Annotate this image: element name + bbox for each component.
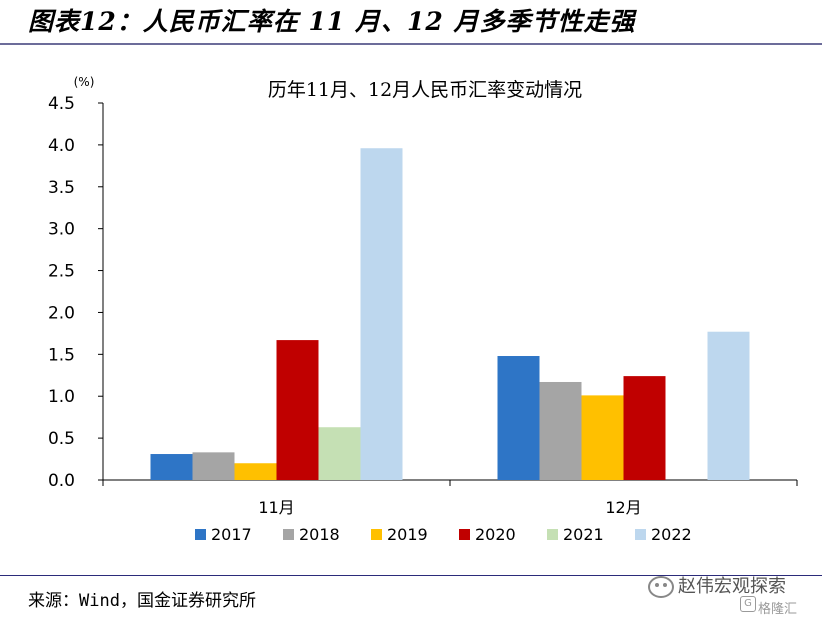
legend-label: 2019 [387, 525, 428, 544]
bar-2020 [276, 340, 319, 480]
bar-chart: 历年11月、12月人民币汇率变动情况 (%) 0.0 0.5 1.0 1.5 2.0 2.… [48, 75, 798, 544]
bar-2019 [234, 463, 277, 480]
legend-label: 2020 [475, 525, 516, 544]
y-tick-label: 2.5 [48, 262, 75, 282]
y-tick-label: 4.0 [48, 136, 75, 156]
wechat-icon [648, 576, 674, 598]
y-tick-label: 1.5 [48, 345, 75, 365]
figure-title: 图表12：人民币汇率在 11 月、12 月多季节性走强 [28, 7, 636, 36]
bar-2018 [539, 381, 582, 480]
footer-divider [0, 575, 822, 576]
legend-swatch-2018 [283, 529, 294, 540]
y-tick-label: 0.5 [48, 429, 75, 449]
bar-2017 [150, 454, 193, 480]
y-tick-label: 2.0 [48, 303, 75, 323]
legend: 2017 2018 2019 2020 2021 2022 [195, 525, 692, 544]
watermark: 赵伟宏观探索 G 格隆汇 [648, 570, 818, 617]
legend-swatch-2017 [195, 529, 206, 540]
bar-2022 [707, 331, 750, 480]
y-tick-label: 3.5 [48, 178, 75, 198]
source-note: 来源：Wind，国金证券研究所 [28, 591, 256, 611]
bar-2019 [581, 395, 624, 480]
y-tick-label: 0.0 [48, 471, 75, 491]
figure-header: 图表12：人民币汇率在 11 月、12 月多季节性走强 [0, 0, 822, 46]
legend-swatch-2021 [547, 529, 558, 540]
legend-label: 2017 [211, 525, 252, 544]
x-tick-label: 11月 [258, 498, 294, 517]
y-tick-label: 3.0 [48, 220, 75, 240]
bar-2020 [623, 376, 666, 480]
x-tick-label: 12月 [605, 498, 641, 517]
legend-label: 2022 [651, 525, 692, 544]
bars-group [150, 148, 750, 481]
watermark-main-text: 赵伟宏观探索 [678, 576, 786, 597]
bar-2021 [318, 427, 361, 480]
bar-2022 [360, 148, 403, 481]
y-tick-label: 4.5 [48, 94, 75, 114]
y-axis-unit-label: (%) [74, 75, 95, 89]
chart-title: 历年11月、12月人民币汇率变动情况 [268, 79, 582, 101]
y-axis: 0.0 0.5 1.0 1.5 2.0 2.5 3.0 3.5 4.0 4.5 [48, 94, 104, 491]
watermark-sub-text: 格隆汇 [758, 602, 798, 617]
legend-swatch-2019 [371, 529, 382, 540]
legend-swatch-2022 [635, 529, 646, 540]
watermark-logo-icon: G [740, 596, 756, 612]
x-axis: 11月 12月 [102, 479, 798, 517]
bar-2017 [497, 356, 540, 480]
legend-swatch-2020 [459, 529, 470, 540]
legend-label: 2021 [563, 525, 604, 544]
legend-label: 2018 [299, 525, 340, 544]
y-tick-label: 1.0 [48, 387, 75, 407]
bar-2018 [192, 452, 235, 480]
header-divider [0, 43, 822, 45]
